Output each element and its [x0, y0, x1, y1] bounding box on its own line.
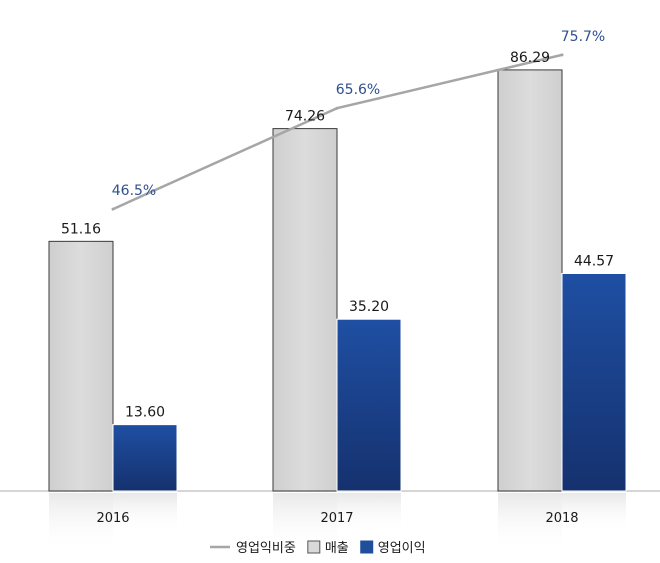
sales-bar-2017[interactable] [273, 129, 337, 491]
x-tick-2017: 2017 [320, 511, 353, 526]
sales-value-label-2016: 51.16 [61, 221, 101, 237]
ratio-value-label-2018: 75.7% [561, 29, 605, 45]
ratio-point-2018 [561, 53, 564, 56]
ratio-point-2017 [336, 107, 339, 110]
legend-swatch-2 [361, 541, 373, 553]
x-tick-2018: 2018 [545, 511, 578, 526]
sales-value-label-2018: 86.29 [510, 50, 550, 66]
profit-value-label-2018: 44.57 [574, 253, 614, 269]
profit-bar-2018[interactable] [562, 273, 626, 491]
ratio-point-2016 [112, 208, 115, 211]
legend-swatch-1 [308, 541, 320, 553]
profit-bar-2017[interactable] [337, 319, 401, 491]
legend-label-2: 영업이익 [378, 541, 426, 556]
sales-bar-2018[interactable] [498, 70, 562, 491]
profit-value-label-2017: 35.20 [349, 299, 389, 315]
x-tick-2016: 2016 [96, 511, 129, 526]
ratio-value-label-2017: 65.6% [336, 82, 380, 98]
sales-bar-2016[interactable] [49, 241, 113, 491]
legend-label-1: 매출 [325, 541, 349, 556]
profit-bar-2016[interactable] [113, 425, 177, 491]
ratio-value-label-2016: 46.5% [112, 183, 156, 199]
sales-value-label-2017: 74.26 [285, 109, 325, 125]
bars-group [49, 70, 626, 491]
legend-label-0: 영업익비중 [236, 541, 296, 556]
profit-value-label-2016: 13.60 [125, 405, 165, 421]
legend: 영업익비중 매출 영업이익 [210, 541, 426, 556]
